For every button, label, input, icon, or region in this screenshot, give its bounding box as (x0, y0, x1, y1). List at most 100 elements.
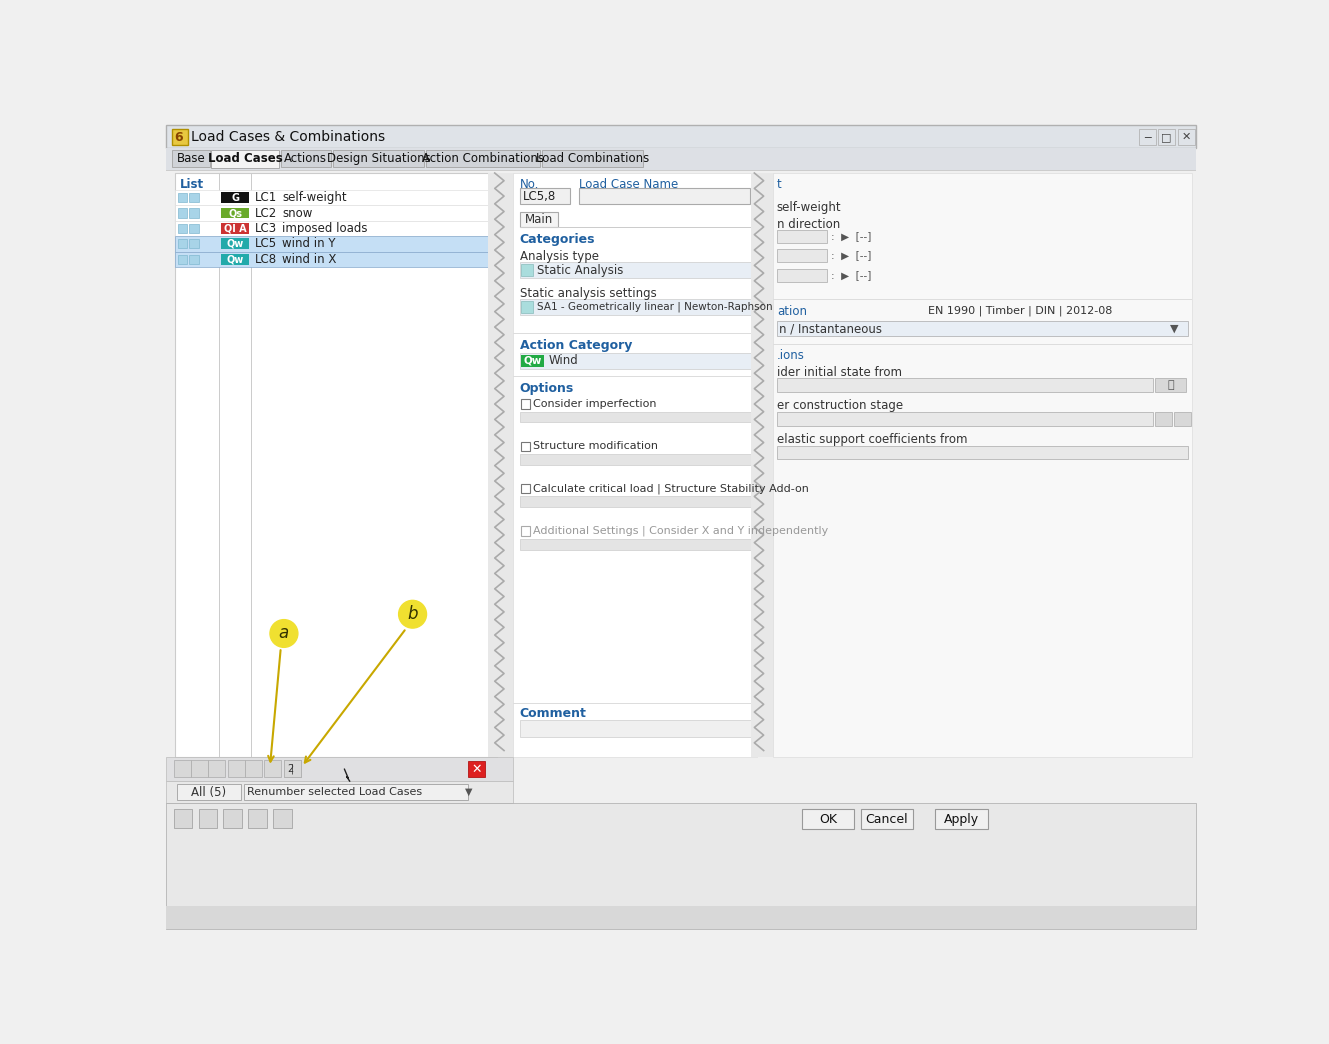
Bar (777, 268, 827, 282)
Text: ✕: ✕ (472, 762, 482, 776)
Bar (1155, 411, 1172, 426)
Bar (542, 150, 643, 167)
Bar (223, 809, 242, 828)
Text: Analysis type: Analysis type (520, 250, 598, 263)
Text: imposed loads: imposed loads (282, 222, 368, 235)
Text: LC1: LC1 (255, 191, 278, 205)
Text: Qs: Qs (229, 208, 242, 218)
Bar (773, 173, 1192, 757)
Bar (249, 809, 267, 828)
Text: ✕: ✕ (1181, 132, 1191, 142)
Text: LC2: LC2 (255, 207, 278, 219)
Text: :  ▶  [--]: : ▶ [--] (831, 231, 872, 241)
Bar (166, 170, 1196, 171)
Text: Options: Options (520, 382, 574, 396)
Text: Categories: Categories (520, 233, 595, 246)
Text: :  ▶  [--]: : ▶ [--] (831, 251, 872, 260)
Text: ▼: ▼ (465, 787, 472, 798)
Text: Static analysis settings: Static analysis settings (520, 287, 657, 300)
Bar (513, 173, 758, 757)
Text: Renumber selected Load Cases: Renumber selected Load Cases (247, 787, 421, 798)
Text: .ions: .ions (777, 349, 804, 361)
Text: Load Cases & Combinations: Load Cases & Combinations (191, 129, 385, 144)
Bar (751, 173, 775, 757)
Bar (520, 262, 751, 278)
Bar (221, 192, 249, 203)
Bar (263, 760, 280, 777)
Text: 📋: 📋 (1167, 380, 1174, 389)
Text: Apply: Apply (944, 812, 979, 826)
Text: 6: 6 (174, 130, 182, 144)
Bar (777, 250, 827, 262)
Text: LC5,8: LC5,8 (522, 190, 556, 203)
Bar (520, 300, 751, 314)
Bar (221, 238, 249, 250)
Bar (520, 454, 751, 465)
Bar (272, 809, 291, 828)
Text: Structure modification: Structure modification (533, 442, 658, 451)
Text: Static Analysis: Static Analysis (537, 263, 623, 277)
Text: Wind: Wind (548, 354, 578, 367)
Bar (166, 125, 1196, 148)
Text: Consider imperfection: Consider imperfection (533, 399, 657, 409)
Bar (175, 220, 497, 236)
Text: EN 1990 | Timber | DIN | 2012-08: EN 1990 | Timber | DIN | 2012-08 (928, 306, 1112, 316)
Bar (284, 760, 300, 777)
Bar (178, 255, 187, 264)
Bar (166, 148, 1196, 170)
Text: Comment: Comment (520, 708, 586, 720)
Text: ─: ─ (1144, 132, 1151, 142)
Text: snow: snow (282, 207, 312, 219)
Text: 2: 2 (287, 764, 294, 775)
Bar (221, 223, 249, 234)
Bar (521, 264, 533, 277)
Bar (178, 209, 187, 218)
Bar (189, 239, 198, 248)
Text: □: □ (1162, 132, 1172, 142)
Bar (777, 230, 827, 243)
Text: Additional Settings | Consider X and Y independently: Additional Settings | Consider X and Y i… (533, 526, 829, 537)
Bar (520, 719, 751, 737)
Bar (801, 809, 855, 829)
Text: elastic support coefficients from: elastic support coefficients from (777, 433, 968, 446)
Bar (174, 760, 191, 777)
Bar (860, 809, 913, 829)
Bar (178, 193, 187, 203)
Text: self-weight: self-weight (282, 191, 347, 205)
Bar (175, 236, 497, 252)
Text: LC8: LC8 (255, 253, 278, 266)
Bar (520, 411, 751, 423)
Circle shape (270, 620, 298, 647)
Text: |: | (291, 764, 294, 775)
Text: OK: OK (819, 812, 837, 826)
Bar (520, 212, 558, 227)
Bar (198, 809, 217, 828)
Bar (166, 757, 513, 781)
Text: Qw: Qw (524, 356, 542, 365)
Text: Load Cases: Load Cases (207, 151, 283, 165)
Bar (521, 526, 530, 536)
Text: Load Case Name: Load Case Name (579, 177, 678, 191)
Bar (1177, 129, 1195, 144)
Text: LC5: LC5 (255, 237, 278, 251)
Bar (520, 353, 751, 369)
Bar (488, 173, 514, 757)
Bar (777, 446, 1188, 459)
Text: Load Combinations: Load Combinations (536, 151, 649, 165)
Text: Design Situations: Design Situations (327, 151, 431, 165)
Bar (175, 190, 497, 206)
Text: Qw: Qw (226, 255, 243, 264)
Bar (777, 411, 1154, 426)
Bar (189, 209, 198, 218)
Bar (1174, 411, 1191, 426)
Bar (520, 188, 570, 204)
Bar (189, 255, 198, 264)
Bar (521, 400, 530, 408)
Text: self-weight: self-weight (777, 200, 841, 214)
Bar (189, 193, 198, 203)
Text: Cancel: Cancel (865, 812, 908, 826)
Bar (166, 781, 513, 803)
Bar (221, 254, 249, 264)
Text: G: G (231, 193, 239, 203)
Text: er construction stage: er construction stage (777, 400, 902, 412)
